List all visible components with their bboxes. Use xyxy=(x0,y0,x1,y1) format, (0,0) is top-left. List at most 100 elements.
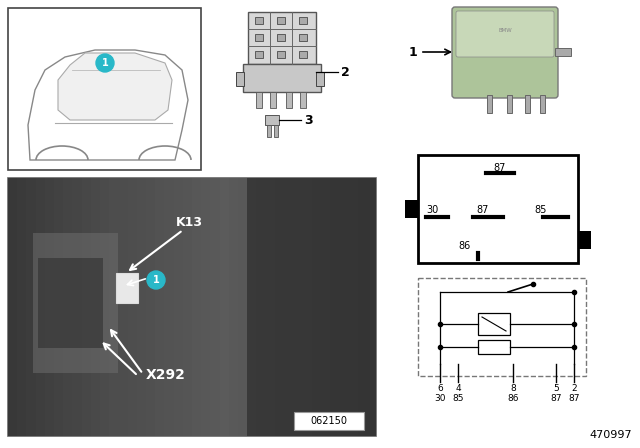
Text: 1: 1 xyxy=(408,46,417,59)
Bar xyxy=(255,51,263,58)
Text: 85: 85 xyxy=(534,205,547,215)
Polygon shape xyxy=(28,50,188,160)
Bar xyxy=(54,178,63,436)
Bar xyxy=(418,278,586,376)
Text: 2: 2 xyxy=(571,384,577,393)
Text: 85: 85 xyxy=(452,394,464,403)
Bar xyxy=(257,178,266,436)
Bar xyxy=(146,178,155,436)
Bar xyxy=(405,200,418,218)
Bar xyxy=(45,178,54,436)
Bar xyxy=(277,51,285,58)
Bar xyxy=(247,178,257,436)
Text: 8: 8 xyxy=(510,384,516,393)
Text: 5: 5 xyxy=(553,384,559,393)
Text: 4: 4 xyxy=(455,384,461,393)
Bar xyxy=(294,412,364,430)
Bar xyxy=(418,155,578,263)
Text: 87: 87 xyxy=(494,163,506,173)
Bar xyxy=(277,17,285,24)
Text: X292: X292 xyxy=(146,368,186,382)
Text: 86: 86 xyxy=(508,394,519,403)
Text: 1: 1 xyxy=(152,275,159,285)
Bar xyxy=(525,95,530,113)
Text: K13: K13 xyxy=(176,216,203,229)
Bar xyxy=(211,178,220,436)
Bar xyxy=(247,178,376,436)
Text: 062150: 062150 xyxy=(310,416,348,426)
Bar xyxy=(316,72,324,86)
Bar xyxy=(255,34,263,41)
Bar xyxy=(220,178,229,436)
Bar xyxy=(127,178,137,436)
Bar xyxy=(312,178,321,436)
Bar xyxy=(293,178,302,436)
Bar xyxy=(578,231,591,249)
Bar xyxy=(236,72,244,86)
Bar xyxy=(118,178,127,436)
Bar xyxy=(265,115,279,125)
Text: 87: 87 xyxy=(568,394,580,403)
Circle shape xyxy=(147,271,165,289)
Bar xyxy=(164,178,173,436)
Bar xyxy=(137,178,146,436)
Bar xyxy=(255,17,263,24)
Bar xyxy=(248,12,316,64)
Bar xyxy=(358,178,367,436)
Bar xyxy=(116,273,138,303)
Bar xyxy=(348,178,358,436)
Bar xyxy=(487,95,492,113)
Text: 30: 30 xyxy=(426,205,438,215)
Bar xyxy=(478,313,510,335)
Bar xyxy=(155,178,164,436)
Bar xyxy=(540,95,545,113)
Bar xyxy=(238,178,247,436)
Bar xyxy=(72,178,82,436)
Bar xyxy=(478,340,510,354)
Bar xyxy=(63,178,72,436)
Bar xyxy=(367,178,376,436)
Bar xyxy=(274,125,278,137)
Bar xyxy=(300,92,306,108)
Text: 87: 87 xyxy=(550,394,562,403)
Bar xyxy=(507,95,512,113)
Bar xyxy=(229,178,238,436)
Bar xyxy=(299,34,307,41)
Text: 470997: 470997 xyxy=(589,430,632,440)
Bar xyxy=(302,178,312,436)
Bar xyxy=(192,178,201,436)
Text: 30: 30 xyxy=(435,394,445,403)
Bar xyxy=(339,178,348,436)
FancyBboxPatch shape xyxy=(452,7,558,98)
Bar xyxy=(8,8,201,170)
Bar xyxy=(256,92,262,108)
Bar xyxy=(284,178,293,436)
Bar xyxy=(109,178,118,436)
Text: 87: 87 xyxy=(476,205,488,215)
Text: 2: 2 xyxy=(341,65,349,78)
Text: 3: 3 xyxy=(304,113,312,126)
Bar xyxy=(8,178,17,436)
Bar xyxy=(91,178,100,436)
Bar xyxy=(100,178,109,436)
Bar xyxy=(321,178,330,436)
Bar xyxy=(243,64,321,92)
Bar xyxy=(266,178,275,436)
Bar xyxy=(201,178,211,436)
Bar xyxy=(8,178,376,436)
Bar xyxy=(270,92,276,108)
Circle shape xyxy=(96,54,114,72)
Bar xyxy=(267,125,271,137)
Text: 1: 1 xyxy=(102,58,108,68)
Bar xyxy=(82,178,91,436)
Bar xyxy=(299,17,307,24)
Polygon shape xyxy=(58,53,172,120)
Bar xyxy=(275,178,284,436)
Bar xyxy=(555,48,571,56)
FancyBboxPatch shape xyxy=(456,11,554,57)
Bar xyxy=(17,178,26,436)
Bar xyxy=(36,178,45,436)
Bar xyxy=(183,178,192,436)
Bar xyxy=(299,51,307,58)
Text: 86: 86 xyxy=(458,241,470,251)
